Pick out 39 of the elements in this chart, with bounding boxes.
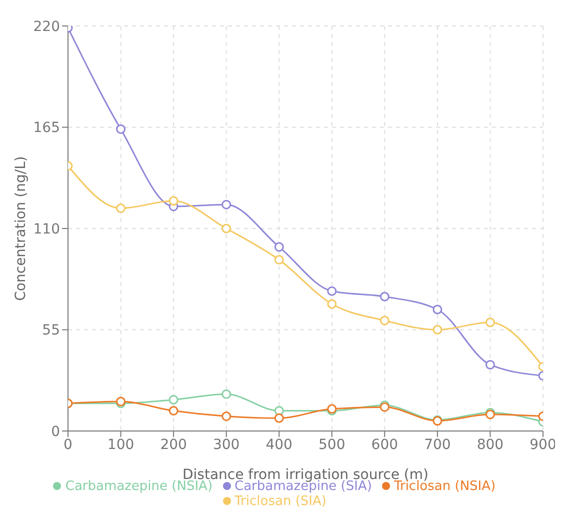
point xyxy=(116,124,126,134)
point xyxy=(485,360,495,370)
point xyxy=(432,325,442,334)
legend-label: Carbamazepine (SIA) xyxy=(234,479,372,494)
point xyxy=(222,224,232,234)
y-tick-label: 165 xyxy=(33,120,60,136)
x-tick-label: 600 xyxy=(371,436,398,453)
point xyxy=(168,394,178,404)
y-axis-title: Concentration (ng/L) xyxy=(12,156,29,301)
point xyxy=(116,204,126,213)
point xyxy=(432,304,442,314)
point xyxy=(327,286,337,296)
x-tick-label: 300 xyxy=(212,436,240,453)
y-tick-label: 55 xyxy=(42,322,60,339)
x-tick-label: 200 xyxy=(160,436,187,453)
point xyxy=(222,412,232,422)
y-tick-label: 0 xyxy=(51,424,60,440)
legend-label: Triclosan (SIA) xyxy=(234,494,326,509)
point xyxy=(274,255,284,265)
point xyxy=(380,292,390,302)
point xyxy=(222,200,232,210)
point xyxy=(168,406,178,416)
point xyxy=(168,196,178,206)
x-tick-label: 900 xyxy=(530,436,556,453)
x-tick-label: 0 xyxy=(64,436,72,453)
point xyxy=(222,389,232,399)
x-tick-label: 400 xyxy=(266,436,292,453)
point xyxy=(327,299,337,309)
x-tick-label: 100 xyxy=(107,436,134,453)
point xyxy=(380,316,390,326)
legend-label: Triclosan (NSIA) xyxy=(394,479,496,494)
point xyxy=(274,242,284,252)
point xyxy=(274,413,284,423)
x-tick-label: 700 xyxy=(424,436,451,453)
point xyxy=(485,318,495,328)
y-tick-label: 110 xyxy=(33,221,60,238)
y-tick-label: 220 xyxy=(33,18,60,35)
x-tick-label: 800 xyxy=(476,436,504,453)
x-tick-label: 500 xyxy=(318,436,346,453)
